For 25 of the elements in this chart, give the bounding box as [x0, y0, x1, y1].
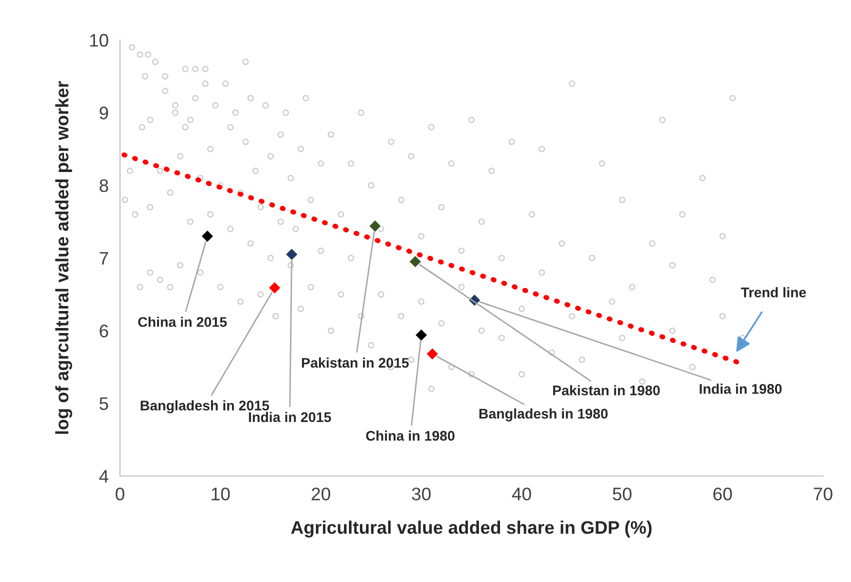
annotation: Trend line [740, 287, 806, 298]
annotation: China in 1980 [366, 430, 454, 441]
annotation: China in 2015 [138, 316, 227, 327]
y-tick-label: 6 [100, 324, 108, 338]
y-tick-label: 4 [99, 470, 108, 483]
annotation: India in 2015 [248, 412, 332, 422]
annotation: India in 1980 [700, 384, 782, 394]
y-tick-label: 5 [100, 397, 108, 410]
x-tick-label: 70 [814, 488, 832, 500]
annotation: Bangladesh in 1980 [479, 408, 608, 422]
y-tick-label: 7 [100, 252, 108, 265]
x-tick-label: 30 [412, 488, 431, 500]
annotation: Pakistan in 1980 [553, 385, 660, 396]
y-tick-label: 9 [100, 106, 108, 120]
x-tick-label: 20 [312, 488, 330, 500]
y-axis-title: log of agrcultural value added per worker [55, 81, 72, 434]
y-tick-label: 10 [90, 34, 108, 47]
x-tick-label: 40 [512, 488, 532, 500]
y-tick-label: 8 [100, 179, 108, 192]
annotation: Pakistan in 2015 [302, 358, 409, 368]
x-tick-label: 10 [212, 488, 230, 500]
x-axis-title: Agricultural value added share in GDP (%) [291, 520, 652, 538]
x-tick-label: 60 [713, 488, 732, 500]
x-tick-label: 0 [116, 488, 124, 500]
x-tick-label: 50 [612, 488, 632, 500]
